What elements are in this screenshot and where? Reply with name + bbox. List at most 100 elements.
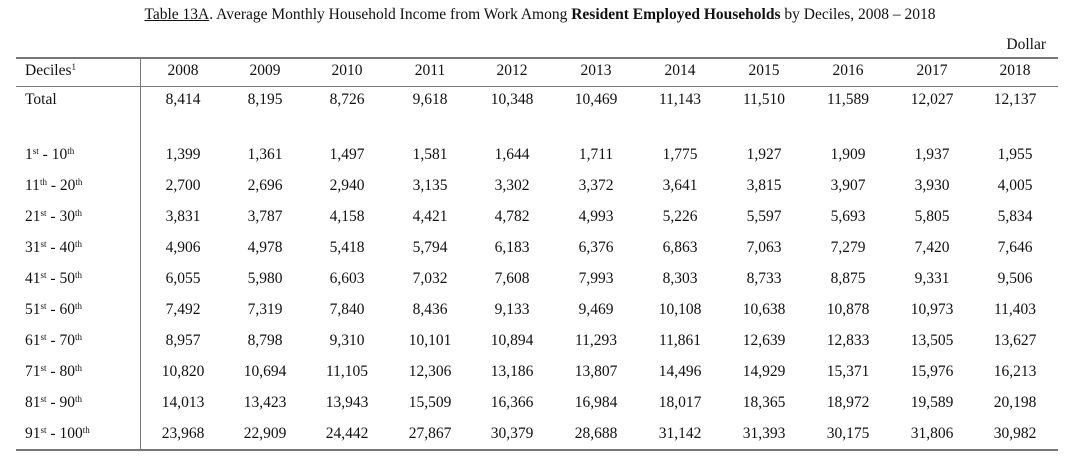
table-cell: 3,907 (830, 177, 866, 194)
table-cell: 6,183 (494, 239, 530, 256)
table-cell: 6,863 (662, 239, 698, 256)
table-cell: 11,293 (574, 332, 618, 349)
table-cell: 1,644 (494, 146, 530, 163)
table-cell: 12,306 (408, 363, 452, 380)
table-cell: 10,973 (910, 301, 954, 318)
decile-dash: - (46, 425, 60, 442)
table-cell: 7,279 (830, 239, 866, 256)
footnote-marker: 1 (71, 62, 76, 72)
table-cell: 9,506 (997, 270, 1033, 287)
decile-label: 41st - 50th (25, 270, 82, 288)
decile-from: 91 (25, 425, 41, 442)
table-cell: 30,982 (993, 425, 1037, 442)
decile-from-suffix: st (40, 363, 47, 373)
decile-from: 11 (25, 177, 40, 194)
header-year: 2011 (414, 62, 446, 79)
table-cell: 1,909 (830, 146, 866, 163)
total-cell: 9,618 (412, 91, 448, 108)
table-cell: 9,331 (914, 270, 950, 287)
decile-to: 40 (59, 239, 75, 256)
table-cell: 2,940 (329, 177, 365, 194)
table-cell: 7,840 (329, 301, 365, 318)
decile-from: 81 (25, 394, 41, 411)
table-cell: 8,798 (247, 332, 283, 349)
table-cell: 3,302 (494, 177, 530, 194)
header-year: 2012 (496, 62, 528, 79)
decile-dash: - (46, 332, 60, 349)
table-cell: 10,820 (161, 363, 205, 380)
table-cell: 1,399 (165, 146, 201, 163)
table-cell: 13,423 (243, 394, 287, 411)
table-cell: 3,815 (746, 177, 782, 194)
table-cell: 31,806 (910, 425, 954, 442)
table-cell: 30,379 (490, 425, 534, 442)
decile-dash: - (46, 177, 60, 194)
table-cell: 6,603 (329, 270, 365, 287)
decile-to: 10 (51, 146, 68, 163)
total-cell: 11,143 (658, 91, 702, 108)
table-cell: 1,361 (247, 146, 283, 163)
table-cell: 15,371 (826, 363, 870, 380)
decile-label: 51st - 60th (25, 301, 82, 319)
table-cell: 11,403 (993, 301, 1037, 318)
table-cell: 1,927 (746, 146, 782, 163)
table-cell: 12,639 (742, 332, 786, 349)
table-cell: 18,017 (658, 394, 702, 411)
header-year: 2016 (832, 62, 864, 79)
table-cell: 4,906 (165, 239, 201, 256)
table-cell: 4,421 (412, 208, 448, 225)
decile-to-suffix: th (82, 425, 90, 435)
top-rule (16, 57, 1058, 59)
table-cell: 13,943 (325, 394, 369, 411)
title-bold: Resident Employed Households (571, 6, 781, 23)
table-cell: 14,496 (658, 363, 702, 380)
title-text: . Average Monthly Household Income from … (209, 6, 572, 23)
table-cell: 1,581 (412, 146, 448, 163)
table-cell: 7,319 (247, 301, 283, 318)
decile-to: 30 (59, 208, 75, 225)
table-cell: 13,186 (490, 363, 534, 380)
decile-label: 1st - 10th (25, 146, 74, 164)
table-cell: 3,831 (165, 208, 201, 225)
decile-from-suffix: th (39, 177, 47, 187)
total-cell: 10,348 (490, 91, 534, 108)
decile-to: 100 (59, 425, 83, 442)
table-cell: 13,627 (993, 332, 1037, 349)
decile-from: 51 (25, 301, 41, 318)
table-cell: 24,442 (325, 425, 369, 442)
table-cell: 4,993 (578, 208, 614, 225)
decile-from: 21 (25, 208, 41, 225)
decile-from-suffix: st (32, 146, 39, 156)
table-cell: 5,693 (830, 208, 866, 225)
decile-to: 70 (59, 332, 75, 349)
decile-from-suffix: st (40, 301, 47, 311)
header-year: 2014 (664, 62, 696, 79)
table-title: Table 13A. Average Monthly Household Inc… (0, 6, 1080, 24)
table-cell: 3,372 (578, 177, 614, 194)
table-cell: 15,509 (408, 394, 452, 411)
decile-from: 61 (25, 332, 41, 349)
total-cell: 12,027 (910, 91, 954, 108)
table-cell: 23,968 (161, 425, 205, 442)
decile-label: 91st - 100th (25, 425, 90, 443)
header-year: 2018 (999, 62, 1031, 79)
header-label: Deciles (25, 62, 72, 79)
table-cell: 1,711 (578, 146, 614, 163)
decile-dash: - (46, 394, 60, 411)
total-cell: 10,469 (574, 91, 618, 108)
table-cell: 12,833 (826, 332, 870, 349)
decile-to-suffix: th (74, 394, 82, 404)
table-cell: 7,993 (578, 270, 614, 287)
table-cell: 4,158 (329, 208, 365, 225)
table-cell: 4,782 (494, 208, 530, 225)
total-cell: 8,726 (329, 91, 365, 108)
decile-to-suffix: th (74, 208, 82, 218)
header-year: 2009 (249, 62, 281, 79)
table-cell: 9,310 (329, 332, 365, 349)
decile-from-suffix: st (40, 239, 47, 249)
table-cell: 5,597 (746, 208, 782, 225)
table-cell: 16,366 (490, 394, 534, 411)
table-cell: 15,976 (910, 363, 954, 380)
decile-from: 31 (25, 239, 41, 256)
table-cell: 3,930 (914, 177, 950, 194)
